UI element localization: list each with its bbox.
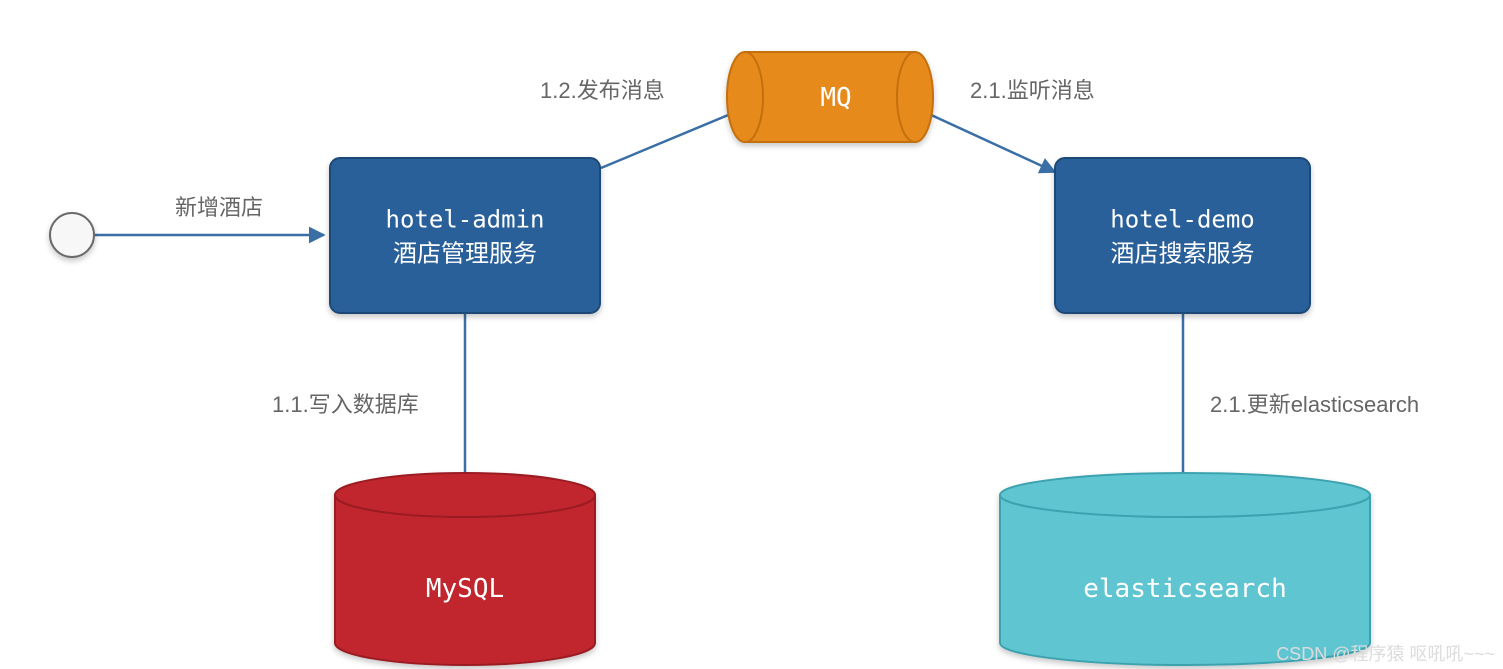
hotel-admin-box: hotel-admin 酒店管理服务 xyxy=(330,158,600,313)
architecture-diagram: 新增酒店 1.2.发布消息 2.1.监听消息 1.1.写入数据库 2.1.更新elast… xyxy=(0,0,1503,669)
mysql-label: MySQL xyxy=(426,574,504,604)
hotel-demo-line1: hotel-demo xyxy=(1110,206,1255,234)
edge-label-e_publish: 1.2.发布消息 xyxy=(540,78,665,103)
hotel-admin-line2: 酒店管理服务 xyxy=(393,241,537,268)
hotel-demo-box: hotel-demo 酒店搜索服务 xyxy=(1055,158,1310,313)
edge-label-e_write_db: 1.1.写入数据库 xyxy=(272,392,419,417)
hotel-admin-line1: hotel-admin xyxy=(386,206,545,234)
watermark: CSDN @程序猿 呕吼吼~~~ xyxy=(1276,644,1495,664)
edge-e_listen xyxy=(916,108,1055,172)
es-label: elasticsearch xyxy=(1083,574,1287,604)
es-cylinder: elasticsearch xyxy=(1000,473,1370,665)
edge-label-e_update_es: 2.1.更新elasticsearch xyxy=(1210,392,1419,417)
edge-label-e_new: 新增酒店 xyxy=(175,195,263,220)
start-node xyxy=(50,213,94,257)
mq-label: MQ xyxy=(820,83,851,113)
mysql-cylinder: MySQL xyxy=(335,473,595,665)
hotel-demo-line2: 酒店搜索服务 xyxy=(1111,241,1255,268)
edge-e_publish xyxy=(601,108,745,168)
mq-cylinder: MQ xyxy=(727,52,933,142)
edge-label-e_listen: 2.1.监听消息 xyxy=(970,78,1095,103)
